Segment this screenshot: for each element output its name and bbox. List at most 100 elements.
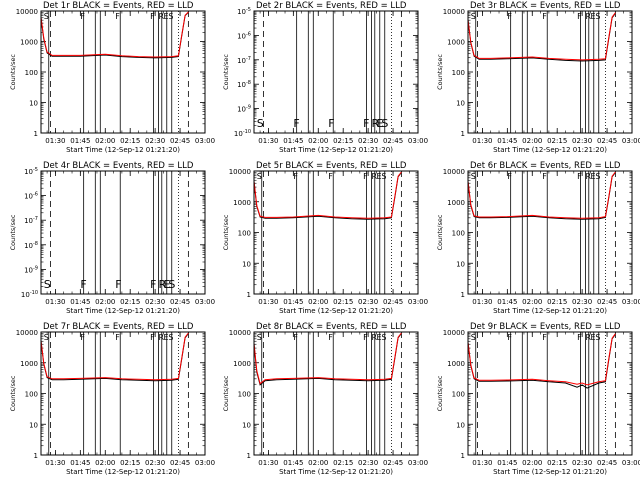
y-tick-label: 10 [29, 100, 38, 108]
x-tick-label: 02:15 [120, 298, 140, 306]
annotation-label: S [471, 172, 476, 181]
y-axis-label: Counts/sec [9, 54, 17, 90]
x-tick-label: 03:00 [195, 298, 215, 306]
plot-frame [40, 331, 206, 456]
x-tick-label: 01:45 [70, 137, 90, 145]
y-tick-label: 1 [461, 452, 465, 460]
panel-2: Det 2r BLACK = Events, RED = LLD 10-10 10-… [222, 1, 428, 154]
plot-frame [467, 331, 633, 456]
y-axis-label: Counts/sec [222, 214, 230, 250]
y-tick-label: 10 [456, 100, 465, 108]
x-tick-label: 01:30 [258, 137, 278, 145]
annotation-label: F [80, 333, 85, 342]
plot-frame [467, 10, 633, 134]
x-tick-label: 01:45 [70, 298, 90, 306]
x-axis-label: Start Time (12-Sep-12 01:21:20) [279, 468, 393, 476]
x-tick-label: 02:30 [358, 137, 378, 145]
annotation-label: R [158, 12, 164, 21]
y-axis-label: Counts/sec [436, 54, 444, 90]
x-tick-label: 02:30 [145, 459, 165, 467]
annotation-label: F [150, 12, 155, 21]
y-tick-label: 10000 [443, 8, 465, 16]
annotation-label: E [590, 172, 595, 181]
annotation-label: F [507, 12, 512, 21]
x-axis-label: Start Time (12-Sep-12 01:21:20) [493, 468, 607, 476]
annotation-label: F [507, 172, 512, 181]
panel-title: Det 7r BLACK = Events, RED = LLD [43, 322, 194, 332]
x-tick-label: 01:30 [45, 137, 65, 145]
y-tick-label: 10000 [16, 8, 38, 16]
panel-3: Det 3r BLACK = Events, RED = LLD 1 10 100 10… [436, 1, 640, 154]
series-lld-line [253, 171, 402, 219]
annotation-label: F [293, 117, 299, 130]
x-tick-label: 02:45 [170, 298, 190, 306]
annotation-label: E [376, 172, 381, 181]
annotation-label: S [168, 278, 175, 291]
annotation-label: E [376, 333, 381, 342]
annotation-label: F [577, 172, 582, 181]
y-tick-label: 10 [29, 421, 38, 429]
annotation-label: R [371, 333, 377, 342]
series-lld-line [467, 333, 616, 386]
annotation-label: S [381, 333, 386, 342]
plot-frame [253, 331, 419, 456]
x-tick-label: 01:45 [497, 137, 517, 145]
x-tick-label: 03:00 [622, 298, 640, 306]
annotation-label: E [590, 12, 595, 21]
annotation-label: S [257, 117, 264, 130]
x-tick-label: 01:30 [258, 298, 278, 306]
annotation-label: E [163, 333, 168, 342]
annotation-label: F [80, 12, 85, 21]
x-tick-label: 02:00 [308, 459, 328, 467]
y-tick-label: 10000 [229, 329, 251, 337]
annotation-label: S [595, 172, 600, 181]
x-tick-label: 02:15 [547, 459, 567, 467]
x-tick-label: 02:45 [170, 137, 190, 145]
annotation-label: S [168, 12, 173, 21]
x-tick-label: 02:30 [572, 298, 592, 306]
plot-frame [253, 10, 419, 134]
annotation-label: R [371, 172, 377, 181]
annotation-label: F [293, 333, 298, 342]
x-tick-label: 01:30 [472, 459, 492, 467]
annotation-label: S [44, 12, 49, 21]
y-tick-label: 1000 [20, 39, 38, 47]
y-tick-label: 10000 [229, 168, 251, 176]
panel-8: Det 8r BLACK = Events, RED = LLD 1 10 100 10… [222, 322, 428, 476]
x-axis-label: Start Time (12-Sep-12 01:21:20) [279, 307, 393, 315]
panel-title: Det 6r BLACK = Events, RED = LLD [470, 161, 621, 171]
x-tick-label: 02:30 [145, 137, 165, 145]
y-tick-label: 1000 [447, 39, 465, 47]
y-tick-label: 1000 [447, 199, 465, 207]
x-tick-label: 02:15 [120, 137, 140, 145]
panel-title: Det 8r BLACK = Events, RED = LLD [256, 322, 407, 332]
y-tick-label: 100 [452, 391, 465, 399]
x-tick-label: 02:45 [383, 137, 403, 145]
annotation-label: F [507, 333, 512, 342]
panel-title: Det 9r BLACK = Events, RED = LLD [470, 322, 621, 332]
panel-title: Det 1r BLACK = Events, RED = LLD [43, 1, 194, 11]
y-tick-label: 10-6 [24, 192, 38, 201]
annotation-label: F [150, 333, 155, 342]
x-tick-label: 02:45 [170, 459, 190, 467]
x-tick-label: 01:45 [70, 459, 90, 467]
y-axis-label: Counts/sec [436, 375, 444, 411]
annotation-label: R [158, 278, 166, 291]
panel-9: Det 9r BLACK = Events, RED = LLD 1 10 100 10… [436, 322, 640, 476]
annotation-label: S [471, 333, 476, 342]
annotation-label: S [257, 172, 262, 181]
series-lld-line [467, 171, 616, 219]
annotation-label: F [577, 333, 582, 342]
x-tick-label: 02:30 [358, 298, 378, 306]
y-tick-label: 10-8 [237, 80, 251, 89]
annotation-label: F [542, 172, 547, 181]
annotation-label: E [163, 12, 168, 21]
y-tick-label: 10-9 [237, 105, 251, 114]
y-axis-label: Counts/sec [9, 214, 17, 250]
y-tick-label: 100 [238, 391, 251, 399]
annotation-label: F [150, 278, 156, 291]
annotation-label: S [595, 12, 600, 21]
x-axis-label: Start Time (12-Sep-12 01:21:20) [66, 307, 180, 315]
series-lld-line [253, 332, 402, 385]
x-tick-label: 02:15 [333, 298, 353, 306]
